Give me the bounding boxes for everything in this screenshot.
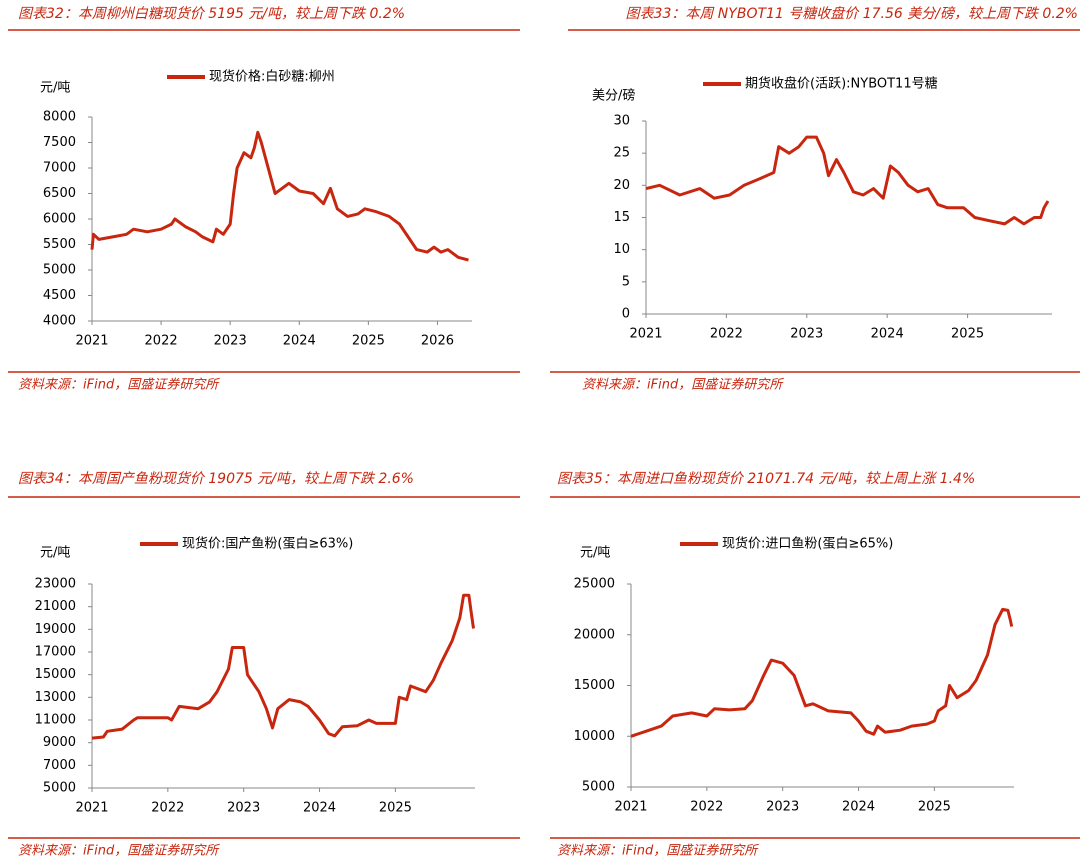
- legend-label: 期货收盘价(活跃):NYBOT11号糖: [745, 76, 938, 92]
- y-unit: 元/吨: [580, 546, 610, 561]
- y-tick-label: 20000: [574, 627, 615, 642]
- x-tick-label: 2021: [614, 800, 647, 815]
- y-tick-label: 13000: [35, 690, 76, 705]
- y-tick-label: 10: [613, 242, 630, 257]
- legend-label: 现货价:国产鱼粉(蛋白≥63%): [182, 536, 353, 552]
- y-tick-label: 19000: [35, 622, 76, 637]
- y-unit: 元/吨: [40, 546, 70, 561]
- y-tick-label: 0: [622, 307, 630, 322]
- y-tick-label: 5500: [43, 237, 76, 252]
- y-tick-label: 7500: [43, 135, 76, 150]
- series-line: [91, 593, 475, 740]
- y-tick-label: 5000: [582, 780, 615, 795]
- y-tick-label: 25: [613, 146, 630, 161]
- x-tick-label: 2023: [766, 800, 799, 815]
- x-tick-label: 2024: [303, 801, 336, 816]
- x-tick-label: 2024: [283, 334, 316, 349]
- y-tick-label: 17000: [35, 645, 76, 660]
- y-tick-label: 7000: [43, 758, 76, 773]
- x-tick-label: 2022: [710, 327, 743, 342]
- x-tick-label: 2022: [690, 800, 723, 815]
- y-tick-label: 4000: [43, 314, 76, 329]
- y-tick-label: 21000: [35, 599, 76, 614]
- x-tick-label: 2026: [421, 334, 454, 349]
- x-tick-label: 2023: [790, 327, 823, 342]
- legend-label: 现货价格:白砂糖:柳州: [209, 69, 335, 85]
- y-tick-label: 15000: [35, 667, 76, 682]
- x-tick-label: 2021: [75, 801, 108, 816]
- source: 资料来源：iFind，国盛证券研究所: [557, 843, 759, 859]
- x-tick-label: 2025: [352, 334, 385, 349]
- y-tick-label: 5000: [43, 263, 76, 278]
- series-line: [630, 607, 1014, 738]
- y-unit: 美分/磅: [592, 88, 635, 104]
- source: 资料来源：iFind，国盛证券研究所: [582, 377, 784, 393]
- y-tick-label: 15000: [574, 678, 615, 693]
- y-tick-label: 15: [613, 210, 630, 225]
- x-tick-label: 2025: [918, 800, 951, 815]
- x-tick-label: 2023: [214, 334, 247, 349]
- y-tick-label: 11000: [35, 713, 76, 728]
- y-tick-label: 25000: [574, 577, 615, 592]
- y-tick-label: 4500: [43, 288, 76, 303]
- y-tick-label: 23000: [35, 577, 76, 592]
- y-tick-label: 10000: [574, 729, 615, 744]
- caption: 图表32：本周柳州白糖现货价 5195 元/吨，较上周下跌 0.2%: [18, 6, 405, 22]
- caption: 图表33：本周 NYBOT11 号糖收盘价 17.56 美分/磅，较上周下跌 0…: [626, 6, 1078, 22]
- caption: 图表35：本周进口鱼粉现货价 21071.74 元/吨，较上周上涨 1.4%: [557, 471, 975, 487]
- y-tick-label: 5: [622, 274, 630, 289]
- y-tick-label: 20: [613, 178, 630, 193]
- x-tick-label: 2023: [227, 801, 260, 816]
- x-tick-label: 2022: [145, 334, 178, 349]
- y-tick-label: 7000: [43, 161, 76, 176]
- y-tick-label: 6500: [43, 186, 76, 201]
- y-tick-label: 8000: [43, 110, 76, 125]
- source: 资料来源：iFind，国盛证券研究所: [18, 377, 220, 393]
- legend-label: 现货价:进口鱼粉(蛋白≥65%): [722, 536, 893, 552]
- x-tick-label: 2025: [379, 801, 412, 816]
- y-unit: 元/吨: [40, 81, 70, 96]
- series-line: [645, 135, 1050, 226]
- caption: 图表34：本周国产鱼粉现货价 19075 元/吨，较上周下跌 2.6%: [18, 471, 414, 487]
- y-tick-label: 6000: [43, 212, 76, 227]
- x-tick-label: 2025: [951, 327, 984, 342]
- y-tick-label: 30: [613, 114, 630, 129]
- x-tick-label: 2024: [842, 800, 875, 815]
- x-tick-label: 2021: [75, 334, 108, 349]
- y-tick-label: 5000: [43, 781, 76, 796]
- series-line: [90, 130, 469, 262]
- y-tick-label: 9000: [43, 735, 76, 750]
- x-tick-label: 2021: [629, 327, 662, 342]
- source: 资料来源：iFind，国盛证券研究所: [18, 843, 220, 859]
- x-tick-label: 2024: [871, 327, 904, 342]
- x-tick-label: 2022: [151, 801, 184, 816]
